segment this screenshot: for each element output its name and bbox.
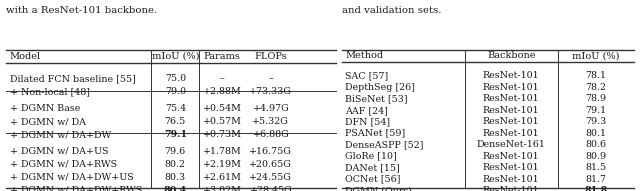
Text: 81.7: 81.7 xyxy=(585,175,606,184)
Text: mIoU (%): mIoU (%) xyxy=(152,52,199,61)
Text: +16.75G: +16.75G xyxy=(250,147,292,156)
Text: Params: Params xyxy=(204,52,241,61)
Text: FLOPs: FLOPs xyxy=(255,52,287,61)
Text: + DGMN w/ DA+US: + DGMN w/ DA+US xyxy=(10,147,108,156)
Text: +20.65G: +20.65G xyxy=(250,160,292,169)
Text: +0.54M: +0.54M xyxy=(203,104,242,113)
Text: +1.78M: +1.78M xyxy=(203,147,242,156)
Text: +0.57M: +0.57M xyxy=(203,117,242,126)
Text: +28.45G: +28.45G xyxy=(250,186,292,191)
Text: mIoU (%): mIoU (%) xyxy=(572,51,620,60)
Text: PSANet [59]: PSANet [59] xyxy=(346,129,406,138)
Text: 75.0: 75.0 xyxy=(164,74,186,83)
Text: +24.55G: +24.55G xyxy=(250,173,292,182)
Text: 80.4: 80.4 xyxy=(164,186,187,191)
Text: 81.8: 81.8 xyxy=(584,186,607,191)
Text: +4.97G: +4.97G xyxy=(253,104,289,113)
Text: + Non-local [48]: + Non-local [48] xyxy=(10,87,90,96)
Text: +73.33G: +73.33G xyxy=(250,87,292,96)
Text: + DGMN w/ DA+DW: + DGMN w/ DA+DW xyxy=(10,130,111,139)
Text: Dilated FCN baseline [55]: Dilated FCN baseline [55] xyxy=(10,74,136,83)
Text: 78.2: 78.2 xyxy=(585,83,606,92)
Text: + DGMN Base: + DGMN Base xyxy=(10,104,80,113)
Text: ResNet-101: ResNet-101 xyxy=(483,83,540,92)
Text: 81.5: 81.5 xyxy=(585,163,606,172)
Text: 78.1: 78.1 xyxy=(585,71,606,80)
Text: OCNet [56]: OCNet [56] xyxy=(346,175,401,184)
Text: +2.88M: +2.88M xyxy=(203,87,242,96)
Text: 76.5: 76.5 xyxy=(164,117,186,126)
Text: 80.9: 80.9 xyxy=(585,152,606,161)
Text: DenseNet-161: DenseNet-161 xyxy=(477,140,546,149)
Text: + DGMN w/ DA+RWS: + DGMN w/ DA+RWS xyxy=(10,160,117,169)
Text: SAC [57]: SAC [57] xyxy=(346,71,388,80)
Text: ResNet-101: ResNet-101 xyxy=(483,117,540,126)
Text: GloRe [10]: GloRe [10] xyxy=(346,152,397,161)
Text: DGMN (Ours): DGMN (Ours) xyxy=(346,186,412,191)
Text: +3.02M: +3.02M xyxy=(203,186,242,191)
Text: ResNet-101: ResNet-101 xyxy=(483,163,540,172)
Text: 80.1: 80.1 xyxy=(585,129,606,138)
Text: 80.2: 80.2 xyxy=(165,160,186,169)
Text: ResNet-101: ResNet-101 xyxy=(483,152,540,161)
Text: + DGMN w/ DA+DW+RWS: + DGMN w/ DA+DW+RWS xyxy=(10,186,142,191)
Text: –: – xyxy=(220,74,225,83)
Text: +0.73M: +0.73M xyxy=(203,130,242,139)
Text: –: – xyxy=(269,74,273,83)
Text: +2.61M: +2.61M xyxy=(203,173,242,182)
Text: Model: Model xyxy=(10,52,41,61)
Text: ResNet-101: ResNet-101 xyxy=(483,71,540,80)
Text: 79.3: 79.3 xyxy=(585,117,606,126)
Text: 75.4: 75.4 xyxy=(164,104,186,113)
Text: with a ResNet-101 backbone.: with a ResNet-101 backbone. xyxy=(6,6,157,15)
Text: DANet [15]: DANet [15] xyxy=(346,163,400,172)
Text: DFN [54]: DFN [54] xyxy=(346,117,390,126)
Text: 79.1: 79.1 xyxy=(585,106,606,115)
Text: 79.1: 79.1 xyxy=(164,130,187,139)
Text: DepthSeg [26]: DepthSeg [26] xyxy=(346,83,415,92)
Text: 78.9: 78.9 xyxy=(585,94,606,103)
Text: and validation sets.: and validation sets. xyxy=(342,6,442,15)
Text: 79.6: 79.6 xyxy=(164,147,186,156)
Text: ResNet-101: ResNet-101 xyxy=(483,94,540,103)
Text: ResNet-101: ResNet-101 xyxy=(483,106,540,115)
Text: +5.32G: +5.32G xyxy=(252,117,289,126)
Text: BiSeNet [53]: BiSeNet [53] xyxy=(346,94,408,103)
Text: AAF [24]: AAF [24] xyxy=(346,106,388,115)
Text: +2.19M: +2.19M xyxy=(203,160,242,169)
Text: Method: Method xyxy=(346,51,383,60)
Text: Backbone: Backbone xyxy=(487,51,536,60)
Text: +6.88G: +6.88G xyxy=(253,130,289,139)
Text: 80.6: 80.6 xyxy=(585,140,606,149)
Text: ResNet-101: ResNet-101 xyxy=(483,186,540,191)
Text: + DGMN w/ DA+DW+US: + DGMN w/ DA+DW+US xyxy=(10,173,134,182)
Text: 80.3: 80.3 xyxy=(164,173,186,182)
Text: ResNet-101: ResNet-101 xyxy=(483,129,540,138)
Text: ResNet-101: ResNet-101 xyxy=(483,175,540,184)
Text: 79.0: 79.0 xyxy=(164,87,186,96)
Text: DenseASPP [52]: DenseASPP [52] xyxy=(346,140,424,149)
Text: + DGMN w/ DA: + DGMN w/ DA xyxy=(10,117,86,126)
